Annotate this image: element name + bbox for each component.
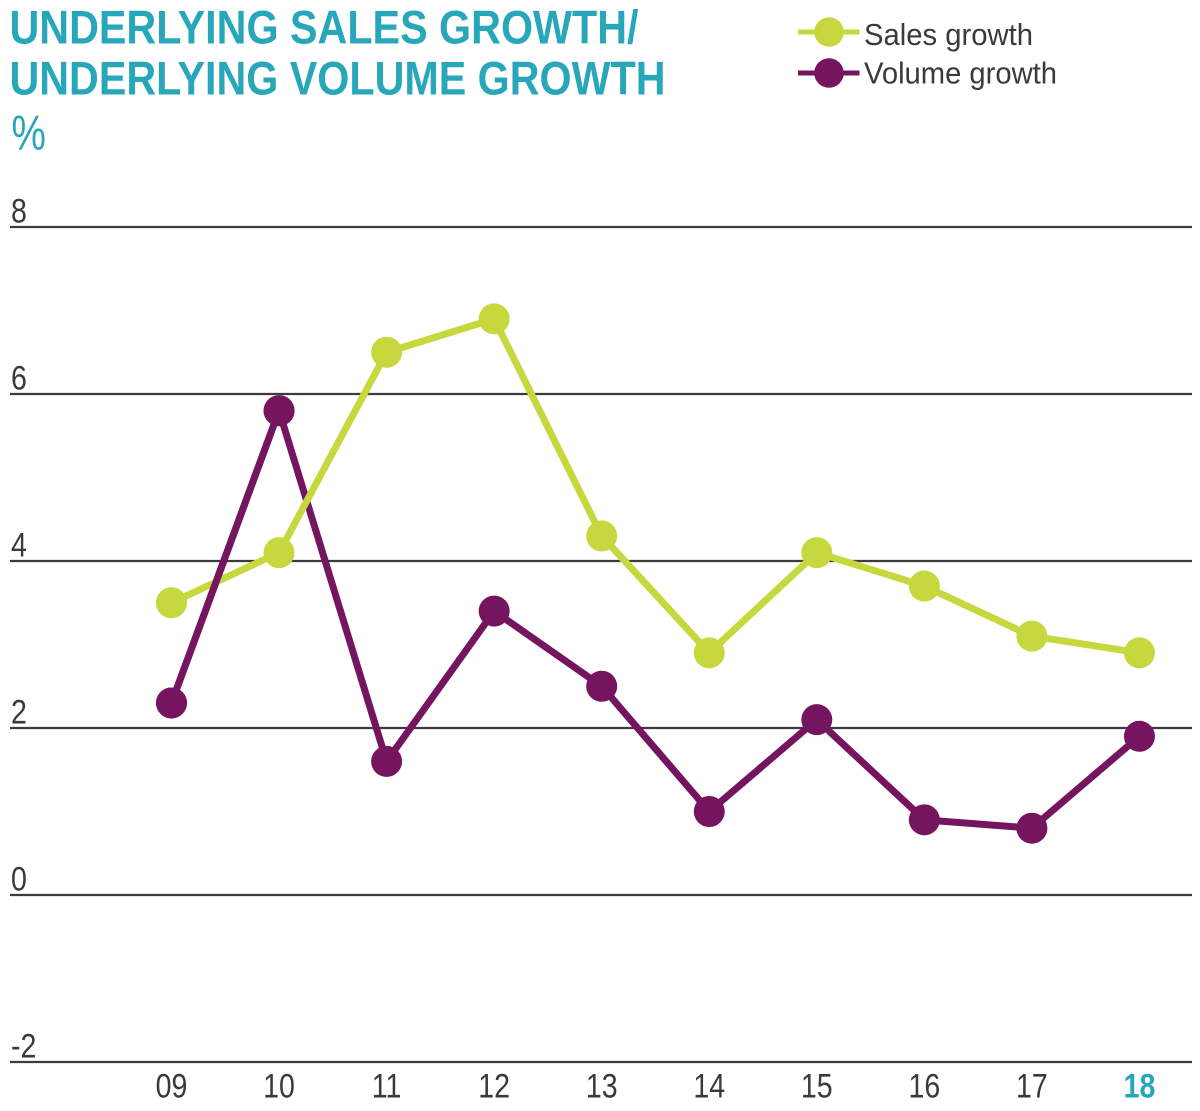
svg-text:-2: -2	[11, 1027, 36, 1065]
svg-text:4: 4	[11, 526, 27, 564]
svg-text:0: 0	[11, 860, 27, 898]
svg-text:UNDERLYING SALES GROWTH/: UNDERLYING SALES GROWTH/	[10, 1, 639, 54]
svg-text:16: 16	[908, 1067, 940, 1105]
svg-text:10: 10	[263, 1067, 295, 1105]
svg-text:UNDERLYING VOLUME GROWTH: UNDERLYING VOLUME GROWTH	[10, 52, 666, 105]
svg-text:8: 8	[11, 192, 27, 230]
svg-text:18: 18	[1124, 1067, 1156, 1105]
svg-text:14: 14	[693, 1067, 725, 1105]
svg-text:Volume growth: Volume growth	[864, 56, 1057, 91]
svg-text:11: 11	[372, 1067, 402, 1105]
svg-text:6: 6	[11, 359, 27, 397]
svg-text:2: 2	[11, 693, 27, 731]
svg-text:13: 13	[586, 1067, 618, 1105]
svg-text:15: 15	[801, 1067, 833, 1105]
svg-text:09: 09	[156, 1067, 188, 1105]
svg-text:12: 12	[478, 1067, 510, 1105]
svg-text:Sales growth: Sales growth	[864, 17, 1033, 52]
svg-text:%: %	[12, 106, 46, 160]
svg-text:17: 17	[1016, 1067, 1048, 1105]
